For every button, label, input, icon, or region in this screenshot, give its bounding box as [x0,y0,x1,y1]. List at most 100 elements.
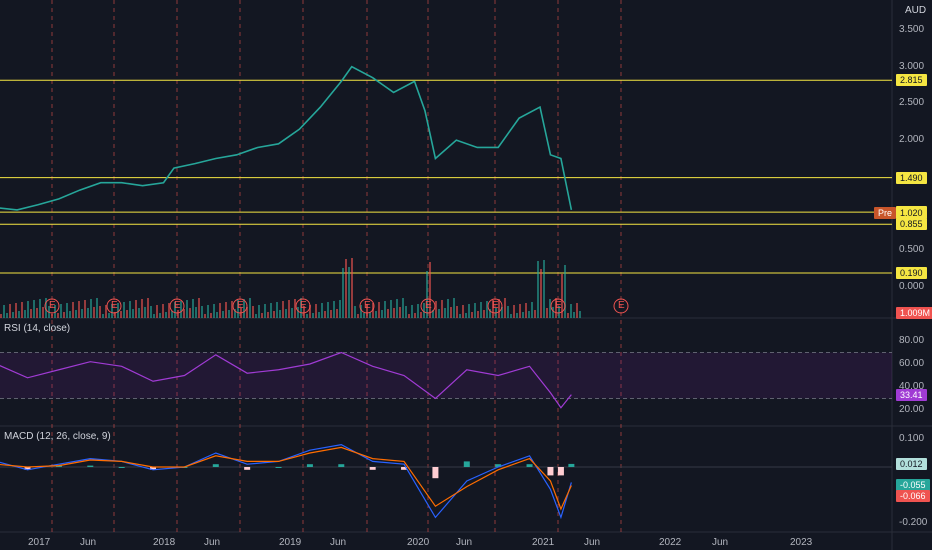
earnings-marker-label: E [618,300,625,311]
volume-bar [438,309,440,318]
volume-bar [522,312,524,318]
macd-tick: -0.200 [899,517,928,528]
volume-bar [246,307,248,318]
volume-bar [300,298,302,318]
volume-bar [450,307,452,318]
volume-bar [435,301,437,318]
volume-bar [360,305,362,318]
volume-bar [573,312,575,318]
volume-bar [264,304,266,318]
volume-bar [126,310,128,318]
volume-bar [99,306,101,318]
volume-bar [525,303,527,318]
volume-bar [480,302,482,318]
volume-bar [291,308,293,318]
volume-bar [228,310,230,318]
volume-bar [117,303,119,318]
volume-bar [549,299,551,318]
x-axis-label: 2017 [28,537,51,548]
volume-bar [84,300,86,318]
volume-bar [201,306,203,318]
volume-bar [288,300,290,318]
volume-bar [486,301,488,318]
earnings-marker-label: E [49,300,56,311]
volume-bar [102,314,104,318]
volume-bar [66,303,68,318]
volume-bar [285,309,287,318]
volume-bar [183,309,185,318]
macd-hist-bar [306,464,313,467]
volume-bar [9,304,11,318]
volume-bar [258,305,260,318]
volume-bar [141,299,143,318]
volume-bar [441,300,443,318]
volume-bar [81,309,83,318]
volume-bar [135,300,137,318]
volume-bar [213,304,215,318]
earnings-marker [420,298,436,314]
volume-bar [531,302,533,318]
macd-line [0,443,572,520]
volume-bar [357,314,359,318]
volume-bar [381,310,383,318]
macd-hist-bar [369,467,376,470]
macd-hist-bar [150,467,157,470]
volume-bar [570,304,572,318]
volume-bar [177,310,179,318]
hline-tag: 0.190 [896,267,927,280]
volume-bar [159,313,161,318]
price-tick: 3.500 [899,24,925,35]
last-price-tag: 1.020 [896,207,927,219]
volume-bar [492,300,494,318]
volume-bar [27,301,29,318]
volume-bars [0,258,581,318]
earnings-marker [169,298,185,314]
volume-bar [156,305,158,318]
rsi-tick: 40.00 [899,381,925,392]
volume-bar [315,304,317,318]
volume-bar [576,303,578,318]
volume-bar [510,314,512,318]
volume-bar [423,303,425,318]
volume-bar [324,311,326,318]
volume-bar [336,309,338,318]
volume-bar [447,299,449,318]
volume-bar [453,298,455,318]
volume-bar [204,314,206,318]
price-tick: 2.500 [899,97,925,109]
volume-bar [192,299,194,318]
volume-bar [396,299,398,318]
volume-bar [87,308,89,318]
hline-tag: 0.855 [896,218,927,231]
x-axis-label: 2020 [407,537,430,548]
volume-bar [342,268,344,318]
price-line [0,65,573,211]
earnings-marker [613,298,629,314]
macd-hist-bar [568,463,575,467]
macd-hist-bar [212,464,219,467]
volume-bar [153,314,155,318]
volume-bar [417,304,419,318]
volume-bar [507,306,509,318]
macd-hist-bar [87,465,94,467]
volume-bar [45,298,47,318]
volume-bar [462,305,464,318]
volume-bar [543,260,545,318]
volume-bar [6,313,8,318]
x-axis-label: Jun [456,537,473,548]
x-axis-label: 2022 [659,537,682,548]
volume-bar [0,314,2,318]
volume-bar [90,299,92,318]
volume-bar [567,313,569,318]
x-axis-label: 2019 [279,537,302,548]
rsi-tick: 80.00 [899,335,925,346]
volume-bar [282,301,284,318]
volume-bar [243,299,245,318]
volume-bar [12,312,14,318]
volume-bar [414,313,416,318]
volume-bar [387,309,389,318]
volume-bar [528,311,530,318]
volume-bar [375,311,377,318]
volume-bar [474,303,476,318]
